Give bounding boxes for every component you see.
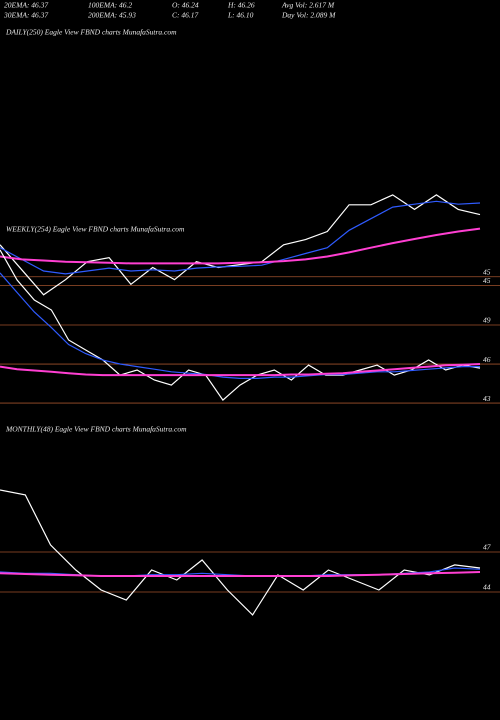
price-line	[0, 227, 481, 265]
header-stat: 100EMA: 46.2	[88, 1, 132, 10]
price-line	[0, 194, 481, 296]
header-stat: Day Vol: 2.089 M	[281, 11, 336, 20]
price-line	[0, 272, 480, 379]
y-tick-label: 49	[483, 316, 491, 325]
panel-title: WEEKLY(254) Eagle View FBND charts Munaf…	[6, 225, 185, 234]
y-tick-label: 47	[483, 543, 491, 552]
y-tick-label: 45	[483, 276, 491, 285]
header-stat: 30EMA: 46.37	[3, 11, 48, 20]
y-tick-label: 45	[483, 267, 491, 276]
price-line	[0, 200, 481, 275]
header-stat: H: 46.26	[227, 1, 255, 10]
header-stat: Avg Vol: 2.617 M	[281, 1, 335, 10]
header-stat: L: 46.10	[227, 11, 254, 20]
price-line	[0, 249, 481, 401]
price-line	[0, 363, 481, 377]
header-stat: 20EMA: 46.37	[4, 1, 48, 10]
panel-title: DAILY(250) Eagle View FBND charts Munafa…	[5, 28, 177, 37]
header-stat: O: 46.24	[172, 1, 199, 10]
y-tick-label: 46	[483, 355, 491, 364]
header-stat: 200EMA: 45.93	[88, 11, 136, 20]
y-tick-label: 44	[483, 583, 491, 592]
panel-title: MONTHLY(48) Eagle View FBND charts Munaf…	[5, 425, 187, 434]
header-stat: C: 46.17	[172, 11, 199, 20]
y-tick-label: 43	[483, 394, 491, 403]
price-line	[0, 571, 481, 577]
price-line	[0, 489, 481, 616]
